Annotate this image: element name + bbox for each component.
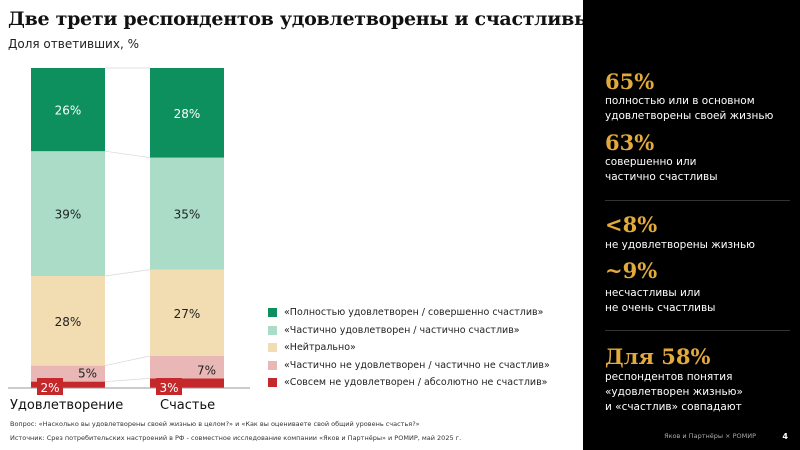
- footnote-question: Вопрос: «Насколько вы удовлетворены свое…: [10, 420, 420, 428]
- legend-item: «Полностью удовлетворен / совершенно сча…: [268, 304, 550, 322]
- data-label: 27%: [174, 307, 201, 321]
- page-number: 4: [782, 432, 788, 441]
- bar-segment: [31, 68, 105, 152]
- chart-legend: «Полностью удовлетворен / совершенно сча…: [268, 304, 550, 392]
- stat-value: Для 58%: [605, 344, 711, 369]
- bar-segment: [150, 378, 224, 388]
- divider: [605, 330, 790, 331]
- legend-label: «Совсем не удовлетворен / абсолютно не с…: [284, 377, 548, 389]
- legend-swatch: [268, 325, 277, 335]
- data-label: 28%: [174, 107, 201, 121]
- key-findings-panel: 65% полностью или в основном удовлетворе…: [583, 0, 800, 450]
- chart-subtitle: Доля ответивших, %: [8, 37, 139, 51]
- legend-item: «Частично удовлетворен / частично счастл…: [268, 322, 550, 340]
- bar-segment: [31, 151, 105, 276]
- stat-text: не удовлетворены жизнью: [605, 239, 756, 251]
- stat-text: совершенно или частично счастливы: [605, 156, 718, 183]
- category-label: Удовлетворение: [10, 398, 124, 413]
- data-label: 7%: [197, 363, 216, 377]
- bar-segment: [150, 269, 224, 356]
- legend-item: «Частично не удовлетворен / частично не …: [268, 357, 550, 375]
- legend-swatch: [268, 308, 277, 318]
- stat-value: 63%: [605, 130, 655, 155]
- legend-label: «Нейтрально»: [284, 342, 356, 354]
- stacked-bar-chart: 2% 5% 28% 39% 26% 3% 7% 27% 35% 28%: [8, 67, 250, 395]
- data-label: 39%: [55, 208, 82, 222]
- bar-segment: [31, 365, 105, 382]
- stat-text: полностью или в основном удовлетворены с…: [605, 95, 774, 122]
- connector-line: [104, 269, 151, 277]
- connector-line: [104, 378, 151, 382]
- bar-segment: [150, 356, 224, 379]
- legend-item: «Нейтрально»: [268, 339, 550, 357]
- bar-segment: [31, 381, 105, 388]
- page-title: Две трети респондентов удовлетворены и с…: [8, 8, 593, 30]
- stat-value: 65%: [605, 69, 655, 94]
- stat-text: несчастливы или не очень счастливы: [605, 287, 716, 314]
- legend-label: «Полностью удовлетворен / совершенно сча…: [284, 307, 544, 319]
- data-label: 35%: [174, 208, 201, 222]
- connector-line: [104, 355, 151, 366]
- legend-swatch: [268, 378, 277, 388]
- bar-segment: [150, 157, 224, 270]
- legend-swatch: [268, 360, 277, 370]
- legend-item: «Совсем не удовлетворен / абсолютно не с…: [268, 374, 550, 392]
- category-label: Счастье: [160, 398, 216, 413]
- stat-value: ~9%: [605, 258, 658, 283]
- divider: [605, 200, 790, 201]
- legend-swatch: [268, 343, 277, 353]
- legend-label: «Частично удовлетворен / частично счастл…: [284, 324, 520, 336]
- bar-segment: [150, 68, 224, 158]
- brand-logo: Яков и Партнёры × РОМИР: [664, 432, 756, 440]
- data-label-box: [156, 378, 182, 395]
- bar-segment: [31, 276, 105, 366]
- footnote-source: Источник: Срез потребительских настроени…: [10, 434, 462, 442]
- stat-text: респондентов понятия «удовлетворен жизнь…: [605, 371, 743, 413]
- stat-value: <8%: [605, 212, 658, 237]
- data-label: 5%: [78, 367, 97, 381]
- data-label-box: [37, 378, 63, 395]
- legend-label: «Частично не удовлетворен / частично не …: [284, 359, 550, 371]
- data-label: 26%: [55, 104, 82, 118]
- data-label: 3%: [159, 381, 178, 395]
- data-label: 28%: [55, 315, 82, 329]
- connector-line: [104, 150, 151, 158]
- data-label: 2%: [40, 381, 59, 395]
